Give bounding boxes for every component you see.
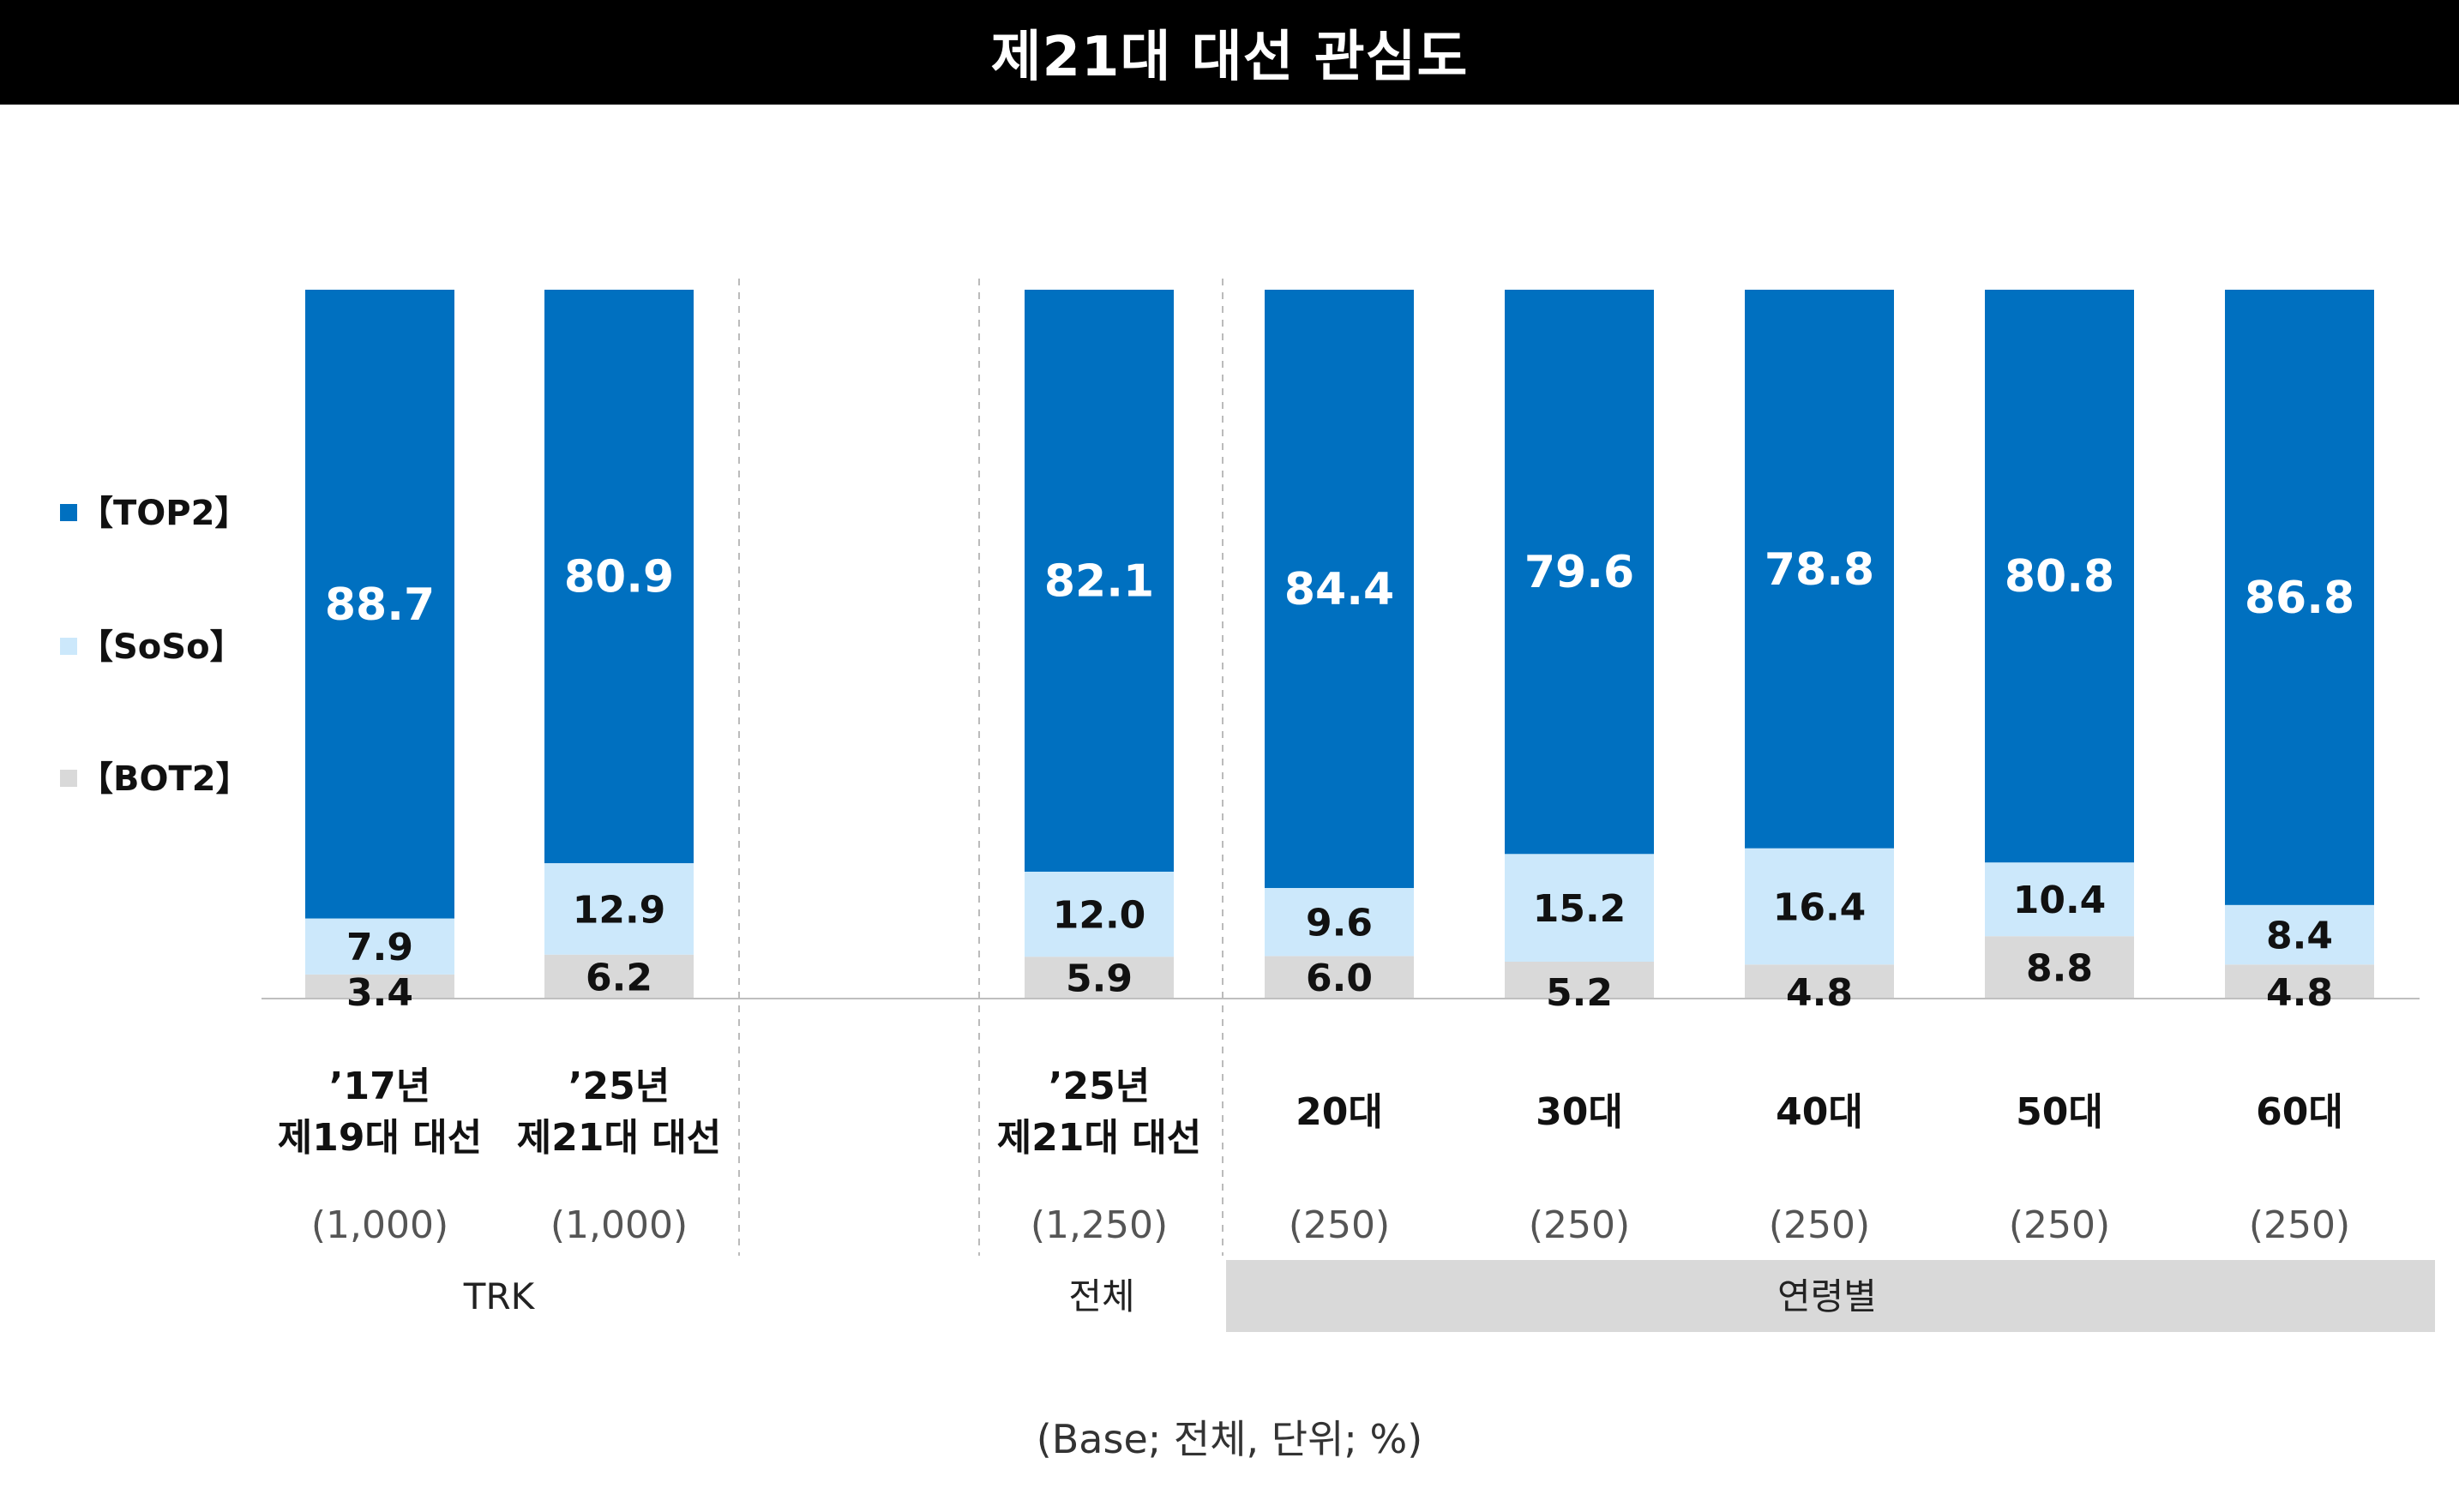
base-label-5: (250) (1769, 1203, 1870, 1247)
base-label-2: (1,250) (1031, 1203, 1168, 1247)
base-label-7: (250) (2249, 1203, 2350, 1247)
bar-bot2-2 (1025, 957, 1174, 999)
label-soso-4: 15.2 (1533, 887, 1626, 931)
legend-label-soso: 【SoSo】 (79, 627, 244, 667)
category-label-3: 20대 (1296, 1090, 1383, 1134)
group-band-2 (1226, 1260, 2435, 1332)
label-top2-1: 80.9 (564, 552, 674, 603)
bar-soso-4 (1505, 854, 1654, 962)
bar-top2-5 (1745, 290, 1894, 849)
label-bot2-2: 5.9 (1066, 957, 1133, 1001)
bar-soso-6 (1985, 862, 2134, 937)
axis-layer (262, 279, 2435, 1332)
label-soso-5: 16.4 (1773, 885, 1867, 929)
bar-soso-0 (305, 918, 454, 975)
legend-swatch-top2 (60, 504, 77, 521)
bars-layer (305, 290, 2374, 999)
bar-soso-1 (544, 863, 694, 955)
label-bot2-7: 4.8 (2266, 971, 2333, 1015)
label-top2-2: 82.1 (1044, 555, 1154, 607)
bar-bot2-3 (1265, 956, 1414, 999)
label-top2-4: 79.6 (1524, 547, 1634, 598)
label-bot2-4: 5.2 (1546, 971, 1613, 1015)
bar-top2-4 (1505, 290, 1654, 855)
category-label-1-line2: 제21대 대선 (517, 1116, 721, 1160)
label-bot2-0: 3.4 (346, 971, 413, 1015)
label-soso-2: 12.0 (1053, 894, 1146, 938)
label-soso-0: 7.9 (346, 926, 413, 969)
labels-layer: 88.7 7.93.4 80.9 12.9 6.2 82.1 12.0 5.9 84.4 9.6 6… (278, 544, 2354, 1317)
chart-title: 제21대 대선 관심도 (990, 26, 1469, 89)
bar-top2-0 (305, 290, 454, 919)
bar-top2-1 (544, 290, 694, 864)
legend-label-top2: 【TOP2】 (79, 494, 249, 533)
bar-top2-3 (1265, 290, 1414, 888)
label-top2-0: 88.7 (325, 579, 435, 631)
base-label-4: (250) (1529, 1203, 1630, 1247)
label-soso-1: 12.9 (573, 888, 666, 932)
legend-label-bot2: 【BOT2】 (79, 759, 250, 799)
bar-soso-5 (1745, 848, 1894, 965)
category-label-4: 30대 (1536, 1090, 1623, 1134)
label-top2-7: 86.8 (2245, 573, 2354, 624)
bar-bot2-1 (544, 954, 694, 999)
label-soso-7: 8.4 (2266, 915, 2333, 958)
category-label-2-line2: 제21대 대선 (997, 1116, 1201, 1160)
title-bar: 제21대 대선 관심도 (0, 0, 2459, 105)
label-bot2-3: 6.0 (1306, 957, 1373, 1000)
base-label-1: (1,000) (550, 1203, 688, 1247)
category-label-2-line1: ’25년 (1049, 1065, 1150, 1108)
category-label-6: 50대 (2016, 1090, 2103, 1134)
group-label-1: 전체 (1068, 1275, 1134, 1317)
footnote: (Base; 전체, 단위; %) (1037, 1416, 1422, 1462)
bar-bot2-6 (1985, 936, 2134, 999)
bar-soso-7 (2225, 904, 2374, 965)
bar-top2-6 (1985, 290, 2134, 863)
category-label-0-line1: ’17년 (329, 1065, 430, 1108)
label-soso-3: 9.6 (1306, 902, 1373, 945)
category-label-0-line2: 제19대 대선 (278, 1116, 482, 1160)
category-label-5: 40대 (1776, 1090, 1863, 1134)
bar-bot2-5 (1745, 964, 1894, 999)
bar-bot2-7 (2225, 964, 2374, 999)
bar-top2-2 (1025, 290, 1174, 872)
label-soso-6: 10.4 (2013, 879, 2107, 922)
label-bot2-5: 4.8 (1786, 971, 1853, 1015)
base-label-6: (250) (2009, 1203, 2110, 1247)
bar-top2-7 (2225, 290, 2374, 905)
bar-soso-3 (1265, 887, 1414, 957)
label-top2-5: 78.8 (1765, 544, 1874, 596)
bar-bot2-0 (305, 974, 454, 999)
label-top2-6: 80.8 (2005, 551, 2114, 603)
legend-swatch-bot2 (60, 770, 77, 787)
bar-bot2-4 (1505, 961, 1654, 999)
bar-soso-2 (1025, 871, 1174, 957)
label-bot2-1: 6.2 (586, 956, 652, 999)
group-label-0: TRK (463, 1275, 536, 1317)
label-top2-3: 84.4 (1284, 564, 1394, 615)
category-label-7: 60대 (2256, 1090, 2343, 1134)
base-label-3: (250) (1289, 1203, 1390, 1247)
base-label-0: (1,000) (311, 1203, 448, 1247)
legend-layer: 【TOP2】【SoSo】【BOT2】 (60, 494, 250, 799)
legend-swatch-soso (60, 638, 77, 655)
label-bot2-6: 8.8 (2026, 947, 2093, 991)
category-label-1-line1: ’25년 (568, 1065, 670, 1108)
group-label-2: 연령별 (1777, 1275, 1877, 1317)
